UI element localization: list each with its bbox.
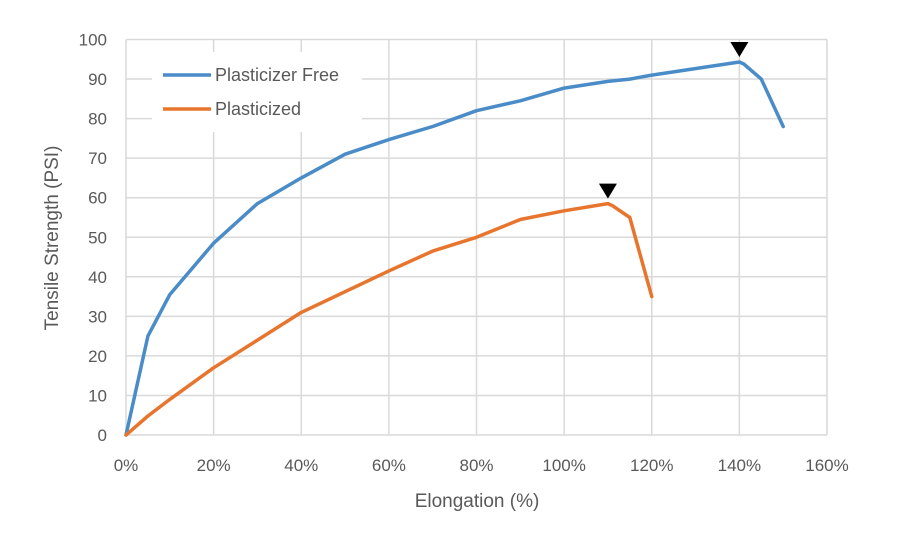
x-axis-title: Elongation (%): [415, 491, 540, 512]
x-axis-ticks: 0% 20% 40% 60% 80% 100% 120% 140% 160%: [114, 456, 849, 475]
peak-markers: [598, 42, 749, 199]
y-tick-label: 0: [98, 426, 107, 445]
legend-label-plasticized: Plasticized: [215, 99, 301, 119]
down-triangle-icon: [598, 183, 617, 199]
y-tick-label: 60: [88, 189, 107, 208]
y-tick-label: 10: [88, 386, 107, 405]
y-tick-label: 40: [88, 268, 107, 287]
x-tick-label: 140%: [718, 456, 761, 475]
down-triangle-icon: [730, 42, 749, 58]
y-tick-label: 100: [79, 31, 107, 50]
series-plasticizer-free: [124, 60, 785, 437]
x-tick-label: 120%: [630, 456, 673, 475]
x-tick-label: 20%: [197, 456, 231, 475]
y-axis-title: Tensile Strength (PSI): [42, 146, 63, 331]
series-plasticized: [124, 201, 654, 437]
x-tick-label: 160%: [805, 456, 848, 475]
series-lines: [124, 60, 785, 437]
legend-item-plasticizer-free: Plasticizer Free: [163, 65, 339, 85]
y-axis-ticks: 0 10 20 30 40 50 60 70 80 90 100: [79, 31, 107, 446]
y-tick-label: 50: [88, 228, 107, 247]
x-tick-label: 80%: [459, 456, 493, 475]
y-tick-label: 30: [88, 307, 107, 326]
legend-item-plasticized: Plasticized: [163, 99, 301, 119]
y-tick-label: 90: [88, 70, 107, 89]
legend-box: [152, 52, 362, 132]
x-tick-label: 0%: [114, 456, 139, 475]
legend: Plasticizer Free Plasticized: [163, 65, 339, 119]
legend-background: [152, 52, 362, 132]
y-tick-label: 80: [88, 110, 107, 129]
x-tick-label: 100%: [542, 456, 585, 475]
legend-label-plasticizer-free: Plasticizer Free: [215, 65, 339, 85]
y-tick-label: 70: [88, 149, 107, 168]
y-tick-label: 20: [88, 347, 107, 366]
x-tick-label: 60%: [372, 456, 406, 475]
x-tick-label: 40%: [284, 456, 318, 475]
